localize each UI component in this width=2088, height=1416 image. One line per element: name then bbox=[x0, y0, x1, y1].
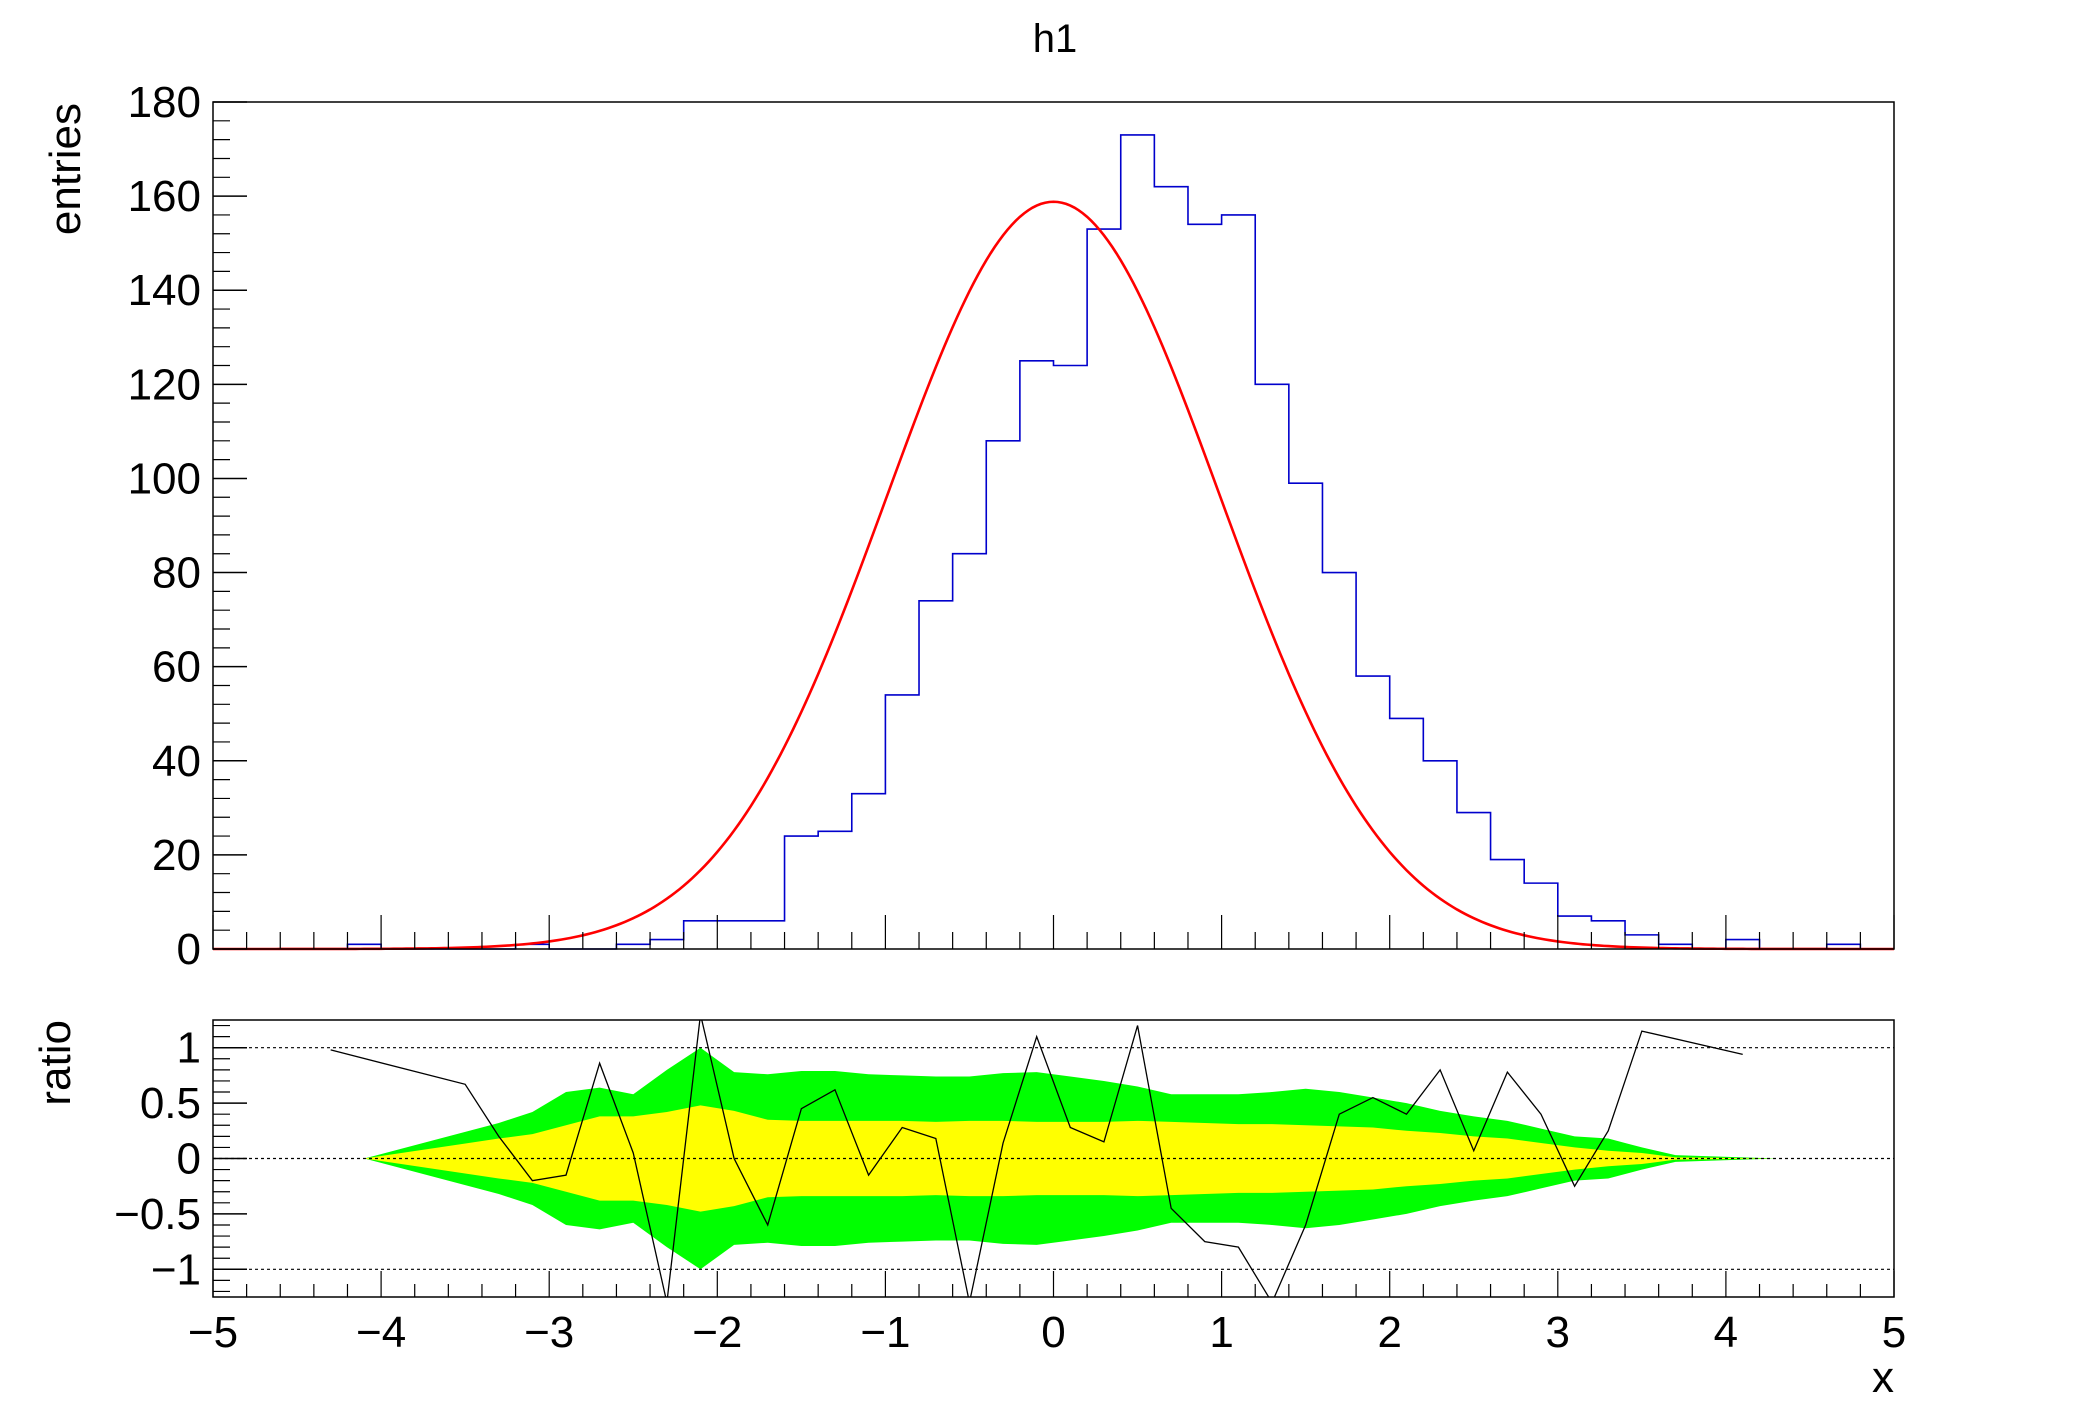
y-tick-label: 20 bbox=[152, 831, 201, 880]
x-tick-label: −5 bbox=[188, 1308, 238, 1357]
y-tick-label: 120 bbox=[128, 360, 201, 409]
x-tick-label: 1 bbox=[1209, 1308, 1233, 1357]
x-tick-label: 3 bbox=[1546, 1308, 1570, 1357]
band-1sigma bbox=[364, 1105, 1777, 1212]
y-tick-label: 100 bbox=[128, 454, 201, 503]
y-tick-label: 0 bbox=[177, 925, 201, 974]
x-tick-label: −1 bbox=[860, 1308, 910, 1357]
bottom-panel: −1 −0.5 0 0.5 1 −5 −4 −3 −2 −1 0 1 2 3 4 5 ratio x bbox=[31, 1019, 1906, 1402]
y-tick-label: 40 bbox=[152, 737, 201, 786]
ratio-y-tick-label: 0 bbox=[177, 1135, 201, 1184]
bottom-frame bbox=[212, 1019, 1895, 1298]
ratio-series bbox=[330, 1020, 1743, 1297]
top-panel: 0 20 40 60 80 100 120 140 160 180 entries bbox=[41, 78, 1895, 974]
x-tick-label: −2 bbox=[692, 1308, 742, 1357]
x-tick-label: −4 bbox=[356, 1308, 406, 1357]
x-tick-label: 2 bbox=[1377, 1308, 1401, 1357]
ratio-y-tick-label: 1 bbox=[177, 1024, 201, 1073]
bottom-y-axis-title: ratio bbox=[31, 1020, 80, 1106]
chart-title: h1 bbox=[1033, 17, 1078, 61]
top-y-axis-title: entries bbox=[41, 103, 90, 235]
ratio-y-tick-label: −0.5 bbox=[114, 1190, 201, 1239]
x-tick-label: 0 bbox=[1041, 1308, 1065, 1357]
bottom-x-axis-title: x bbox=[1872, 1353, 1894, 1402]
y-tick-label: 160 bbox=[128, 172, 201, 221]
x-tick-label: 4 bbox=[1714, 1308, 1738, 1357]
y-tick-label: 60 bbox=[152, 643, 201, 692]
y-tick-label: 180 bbox=[128, 78, 201, 127]
y-tick-label: 80 bbox=[152, 549, 201, 598]
histogram-series bbox=[213, 134, 1894, 950]
y-tick-label: 140 bbox=[128, 266, 201, 315]
x-tick-label: −3 bbox=[524, 1308, 574, 1357]
ratio-y-tick-label: −1 bbox=[151, 1245, 201, 1294]
fit-curve bbox=[213, 200, 1894, 951]
top-frame bbox=[212, 101, 1895, 950]
ratio-y-tick-label: 0.5 bbox=[140, 1079, 201, 1128]
x-tick-label: 5 bbox=[1882, 1308, 1906, 1357]
